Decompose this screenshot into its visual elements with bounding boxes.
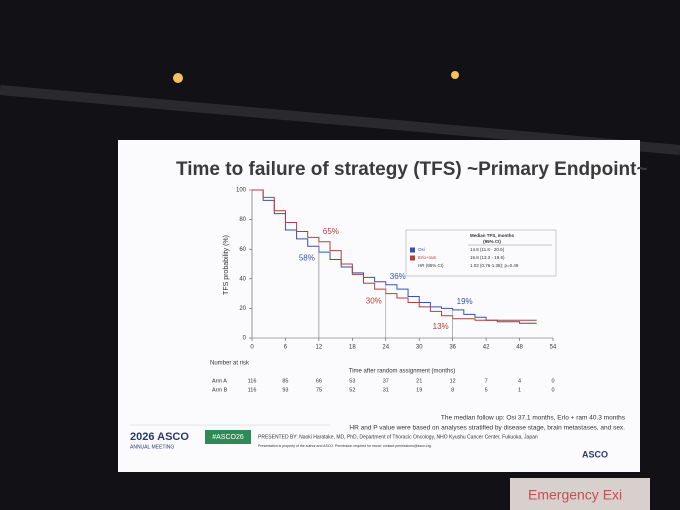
risk-count: 37 [383, 378, 389, 384]
table-header: (95% CI) [483, 239, 501, 244]
risk-count: 5 [485, 387, 488, 393]
survival-curve [252, 189, 537, 324]
y-tick-label: 60 [239, 247, 246, 253]
logo: ASCO [582, 449, 608, 459]
annotation: 30% [366, 297, 382, 306]
note: The median follow up: Osi 37.1 months, E… [441, 415, 626, 422]
risk-count: 0 [551, 387, 554, 393]
risk-count: 93 [282, 387, 288, 393]
risk-label: Arm B [212, 387, 228, 393]
table-cell: 1.03 (0.76-1.38); p=0.49 [470, 263, 519, 268]
hashtag-box [205, 430, 251, 444]
presenter: PRESENTED BY: Naoki Haratake, MD, PhD, D… [258, 434, 538, 440]
y-tick-label: 80 [239, 217, 246, 223]
risk-title: Number at risk [210, 361, 250, 367]
median-table [405, 229, 557, 277]
light [173, 73, 183, 83]
risk-count: 31 [383, 387, 389, 393]
x-tick-label: 0 [250, 345, 254, 351]
table-cell: 16.8 (13.3 - 19.6) [470, 255, 505, 260]
slide [118, 140, 640, 472]
x-tick-label: 48 [516, 345, 523, 351]
y-tick-label: 0 [243, 336, 247, 342]
x-tick-label: 18 [349, 345, 356, 351]
x-tick-label: 30 [416, 345, 423, 351]
y-tick-label: 40 [239, 276, 246, 282]
exit-sign-text: Emergency Exi [528, 487, 622, 503]
legend-swatch [410, 255, 415, 261]
x-tick-label: 6 [284, 345, 288, 351]
annotation: 58% [299, 253, 315, 262]
table-header: Median TFS, months [470, 233, 514, 238]
risk-count: 19 [416, 387, 422, 393]
legend-swatch [410, 247, 415, 253]
risk-count: 75 [316, 387, 322, 393]
annotation: 19% [457, 297, 473, 306]
x-tick-label: 12 [316, 345, 323, 351]
annotation: 13% [433, 322, 449, 331]
risk-count: 0 [551, 378, 554, 384]
x-tick-label: 54 [550, 345, 557, 351]
x-tick-label: 24 [382, 345, 389, 351]
risk-count: 53 [349, 378, 355, 384]
annotation: 65% [323, 227, 339, 236]
x-tick-label: 36 [449, 345, 456, 351]
disclaimer: Presentation is property of the author a… [258, 444, 432, 448]
table-cell: Erlo+ram [418, 255, 437, 260]
exit-sign [510, 478, 650, 510]
risk-count: 116 [248, 378, 257, 384]
annotation: 36% [390, 272, 406, 281]
risk-count: 116 [248, 387, 257, 393]
y-tick-label: 20 [239, 306, 246, 312]
y-axis-label: TFS probability (%) [223, 235, 230, 295]
table-cell: 14.8 (11.8 - 20.5) [470, 247, 505, 252]
table-cell: HR (95% CI) [418, 263, 444, 268]
x-axis-label: Time after random assignment (months) [349, 369, 455, 375]
risk-count: 52 [349, 387, 355, 393]
footer-meeting: ANNUAL MEETING [130, 444, 174, 450]
risk-count: 4 [518, 378, 521, 384]
risk-count: 7 [485, 378, 488, 384]
table-cell: Osi [418, 247, 425, 252]
light [451, 71, 459, 79]
note: HR and P value were based on analyses st… [349, 425, 625, 432]
risk-count: 85 [282, 378, 288, 384]
risk-label: Arm A [212, 378, 227, 384]
survival-curve [252, 189, 537, 321]
risk-count: 1 [518, 387, 521, 393]
y-tick-label: 100 [236, 188, 247, 194]
risk-count: 8 [451, 387, 454, 393]
risk-count: 66 [316, 378, 322, 384]
x-tick-label: 42 [483, 345, 490, 351]
chart-title: Time to failure of strategy (TFS) ~Prima… [176, 159, 648, 180]
hashtag: #ASCO26 [212, 434, 244, 441]
footer-brand: 2026 ASCO [130, 431, 189, 443]
risk-count: 21 [416, 378, 422, 384]
risk-count: 12 [450, 378, 456, 384]
